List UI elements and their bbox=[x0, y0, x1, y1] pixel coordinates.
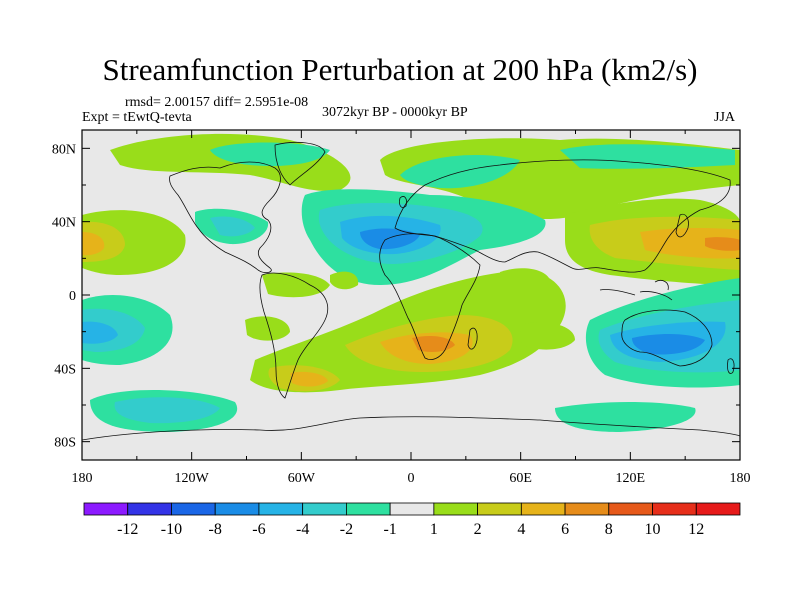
colorbar-label: -8 bbox=[209, 521, 222, 538]
eurasia-coast bbox=[394, 159, 731, 273]
colorbar-swatch bbox=[345, 502, 391, 516]
colorbar-label: -12 bbox=[117, 521, 138, 538]
southern-ocean-negative-anomaly bbox=[90, 390, 696, 432]
colorbar-label: 8 bbox=[605, 521, 613, 538]
colorbar-swatch bbox=[652, 502, 697, 516]
southern-africa-positive-anomaly bbox=[250, 270, 566, 393]
ne-pacific-positive-anomaly bbox=[82, 210, 186, 275]
antarctica-coast bbox=[82, 416, 740, 441]
atlantic-small-positive bbox=[262, 272, 330, 298]
colorbar-label: 10 bbox=[645, 521, 661, 538]
y-tick-label: 80N bbox=[52, 142, 76, 157]
y-tick-label: 40S bbox=[54, 362, 76, 377]
north-atlantic-negative-anomaly bbox=[195, 189, 546, 285]
colorbar-swatch bbox=[83, 502, 129, 516]
x-tick-label: 180 bbox=[730, 471, 751, 486]
atlantic-small-positive-2 bbox=[330, 271, 359, 290]
y-tick-label: 80S bbox=[54, 436, 76, 451]
colorbar-label: -1 bbox=[383, 521, 396, 538]
south-pacific-negative-anomaly bbox=[82, 295, 173, 365]
period-label: 3072kyr BP - 0000kyr BP bbox=[322, 105, 468, 120]
x-tick-label: 180 bbox=[72, 471, 93, 486]
colorbar-label: -4 bbox=[296, 521, 309, 538]
chart-title: Streamfunction Perturbation at 200 hPa (… bbox=[102, 52, 698, 87]
north-america-coast bbox=[169, 161, 281, 274]
central-pacific-positive bbox=[245, 316, 290, 341]
coastlines bbox=[82, 141, 740, 441]
arctic-positive-anomaly bbox=[110, 133, 740, 220]
colorbar-swatch bbox=[477, 502, 522, 516]
colorbar-label: -2 bbox=[340, 521, 353, 538]
colorbar-label: 2 bbox=[474, 521, 482, 538]
japan-coast bbox=[675, 213, 689, 238]
colorbar-swatch bbox=[564, 502, 610, 516]
y-tick-label: 0 bbox=[69, 289, 76, 304]
australia-coast bbox=[621, 309, 713, 367]
colorbar-label: 6 bbox=[561, 521, 569, 538]
season-label: JJA bbox=[714, 110, 736, 125]
colorbar-swatch bbox=[433, 502, 479, 516]
colorbar-swatch bbox=[695, 502, 741, 516]
colorbar-swatch bbox=[258, 502, 304, 516]
indonesia-coast bbox=[599, 280, 673, 301]
colorbar-label: 12 bbox=[688, 521, 704, 538]
new-zealand-coast bbox=[727, 358, 735, 374]
uk-coast bbox=[399, 196, 407, 208]
x-tick-label: 60E bbox=[509, 471, 532, 486]
indian-ocean-positive bbox=[520, 322, 575, 350]
x-tick-label: 0 bbox=[408, 471, 415, 486]
greenland-coast bbox=[274, 141, 326, 186]
x-tick-label: 60W bbox=[288, 471, 316, 486]
y-tick-label: 40N bbox=[52, 216, 76, 231]
axis-ticks: 180 120W 60W 0 60E 120E 180 80N 40N 0 40S 80S bbox=[52, 130, 751, 486]
colorbar-swatch bbox=[520, 502, 566, 516]
colorbar-label: 1 bbox=[430, 521, 438, 538]
colorbar-swatch bbox=[389, 502, 435, 516]
colorbar-swatch bbox=[214, 502, 260, 516]
colorbar-swatch bbox=[171, 502, 216, 516]
colorbar-swatch bbox=[608, 502, 653, 516]
madagascar-coast bbox=[467, 327, 478, 350]
colorbar-label: -6 bbox=[252, 521, 265, 538]
colorbar-label: -10 bbox=[161, 521, 182, 538]
colorbar-label: 4 bbox=[517, 521, 525, 538]
colorbar: -12 -10 -8 -6 -4 -2 -1 1 2 4 6 8 10 12 bbox=[83, 502, 741, 538]
contour-field bbox=[82, 133, 740, 432]
colorbar-swatch bbox=[302, 502, 347, 516]
x-tick-label: 120E bbox=[616, 471, 646, 486]
africa-coast bbox=[379, 233, 481, 360]
x-tick-label: 120W bbox=[175, 471, 210, 486]
stats-line: rmsd= 2.00157 diff= 2.5951e-08 bbox=[125, 95, 309, 110]
south-america-coast bbox=[259, 272, 329, 399]
colorbar-swatch bbox=[127, 502, 172, 516]
experiment-label: Expt = tEwtQ-tevta bbox=[82, 110, 192, 125]
